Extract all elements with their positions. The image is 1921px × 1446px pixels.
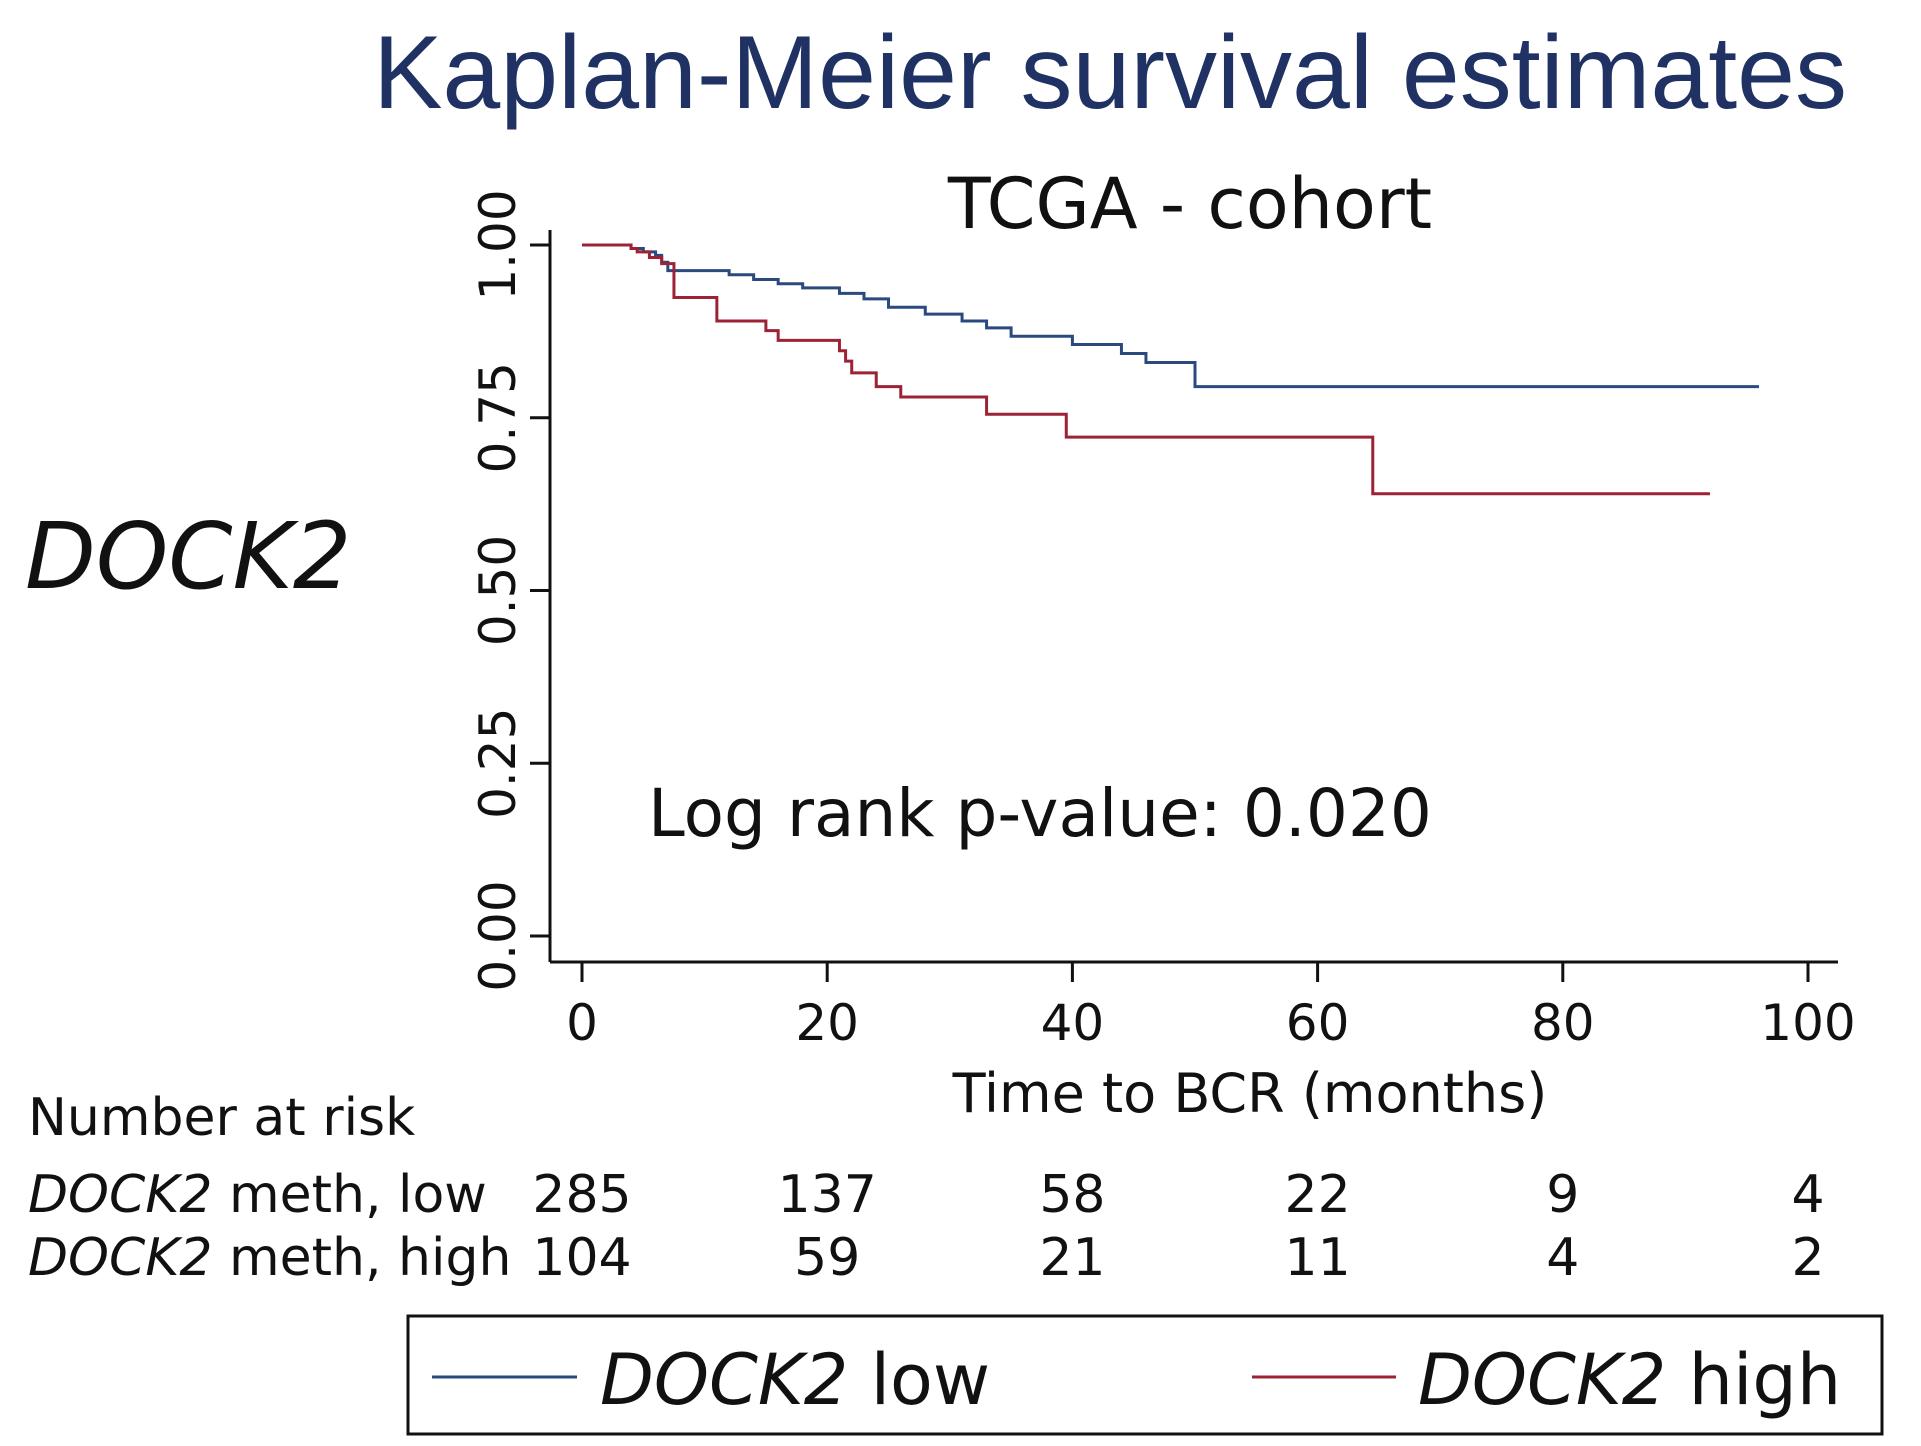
y-ticks: 0.00 0.25 0.50 0.75 1.00	[469, 189, 550, 992]
legend-label-high-gene: DOCK2	[1418, 1339, 1666, 1421]
risk-value: 2	[1791, 1228, 1824, 1288]
risk-value: 22	[1285, 1165, 1351, 1225]
risk-row-label-low-gene: DOCK2	[28, 1165, 212, 1225]
y-tick-label: 0.50	[469, 535, 527, 646]
series-layer	[582, 243, 1759, 496]
legend-label-low-rest: low	[848, 1339, 990, 1421]
risk-row-label-high-rest: meth, high	[212, 1228, 511, 1288]
legend-label-high-rest: high	[1666, 1339, 1841, 1421]
x-tick-label: 60	[1286, 994, 1350, 1052]
risk-value: 4	[1546, 1228, 1579, 1288]
x-tick-label: 0	[566, 994, 598, 1052]
legend-label-low: DOCK2 low	[600, 1339, 990, 1421]
risk-row-label-low-rest: meth, low	[212, 1165, 486, 1225]
x-tick-label: 80	[1531, 994, 1595, 1052]
risk-table: Number at risk DOCK2 meth, low DOCK2 met…	[28, 1088, 1825, 1288]
series-line-high	[582, 243, 1710, 496]
risk-value: 137	[778, 1165, 877, 1225]
risk-row-label-high-gene: DOCK2	[28, 1228, 212, 1288]
y-tick-label: 0.00	[469, 880, 527, 991]
legend-box	[406, 1314, 1884, 1436]
risk-value: 59	[794, 1228, 860, 1288]
risk-value: 58	[1039, 1165, 1105, 1225]
y-tick-label: 0.75	[469, 362, 527, 473]
legend-label-low-gene: DOCK2	[600, 1339, 848, 1421]
x-tick-label: 20	[795, 994, 859, 1052]
risk-row-label-low: DOCK2 meth, low	[28, 1165, 487, 1225]
risk-value: 285	[532, 1165, 631, 1225]
legend: DOCK2 low DOCK2 high	[406, 1314, 1884, 1436]
logrank-annotation: Log rank p-value: 0.020	[648, 775, 1432, 852]
risk-value: 11	[1285, 1228, 1351, 1288]
side-gene-label: DOCK2	[25, 503, 351, 610]
x-tick-label: 40	[1041, 994, 1105, 1052]
x-tick-label: 100	[1760, 994, 1855, 1052]
risk-table-heading: Number at risk	[28, 1088, 415, 1148]
risk-value: 21	[1039, 1228, 1105, 1288]
plot-area: 0.00 0.25 0.50 0.75 1.00 0 20 40 60 80 100 Log ra…	[469, 189, 1856, 1052]
y-tick-label: 1.00	[469, 189, 527, 300]
risk-value: 104	[532, 1228, 631, 1288]
y-tick-label: 0.25	[469, 708, 527, 819]
chart-subtitle: TCGA - cohort	[947, 163, 1432, 245]
risk-value: 9	[1546, 1165, 1579, 1225]
x-ticks: 0 20 40 60 80 100	[566, 962, 1856, 1052]
chart-title: Kaplan-Meier survival estimates	[373, 15, 1847, 131]
legend-label-high: DOCK2 high	[1418, 1339, 1841, 1421]
risk-row-label-high: DOCK2 meth, high	[28, 1228, 511, 1288]
risk-value: 4	[1791, 1165, 1824, 1225]
series-line-low	[582, 243, 1759, 389]
x-axis-label: Time to BCR (months)	[952, 1062, 1548, 1125]
